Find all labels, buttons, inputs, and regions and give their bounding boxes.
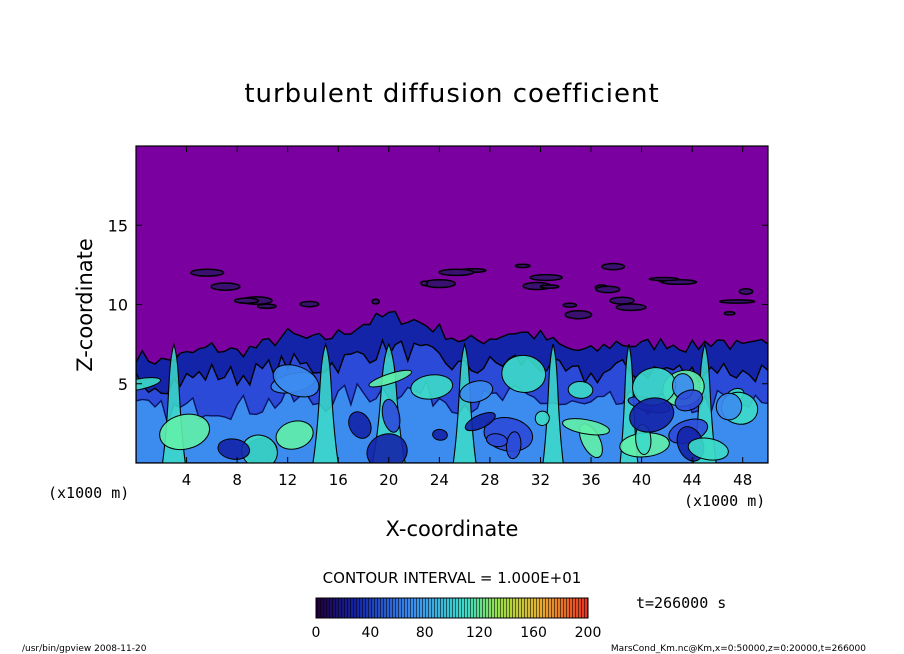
footer-right: MarsCond_Km.nc@Km,x=0:50000,z=0:20000,t=…: [611, 644, 866, 654]
eddy: [275, 420, 314, 450]
contour-fragment: [738, 287, 754, 296]
time-label: t=266000 s: [636, 594, 726, 612]
colorbar-tick-label: 40: [361, 625, 379, 641]
x-tick-label: 24: [430, 471, 449, 489]
eddy: [381, 398, 401, 433]
eddy: [368, 369, 413, 388]
y-tick-label: 5: [118, 375, 128, 394]
x-axis: 4 8 12 16 20 24 28 32 36 40 44 48: [182, 146, 752, 489]
eddy: [217, 438, 251, 460]
y-axis: 5 10 15: [108, 216, 768, 394]
x-tick-label: 12: [278, 471, 297, 489]
x-unit-left: (x1000 m): [48, 484, 129, 502]
contour-fragment: [420, 280, 429, 287]
eddy: [562, 418, 610, 436]
contour-fragment: [529, 273, 563, 282]
colorbar: 0 40 80 120 160 200: [312, 597, 602, 641]
x-tick-label: 44: [683, 471, 702, 489]
contour-fragment: [648, 276, 680, 282]
eddy: [464, 412, 496, 432]
contour-fragment: [233, 297, 260, 305]
colorbar-tick-label: 80: [416, 625, 434, 641]
heatmap-field: [136, 262, 768, 463]
contour-fragment: [615, 303, 647, 312]
x-tick-label: 28: [480, 471, 499, 489]
x-tick-label: 4: [182, 471, 192, 489]
contour-fragment: [371, 298, 381, 305]
contour-fragment: [609, 296, 635, 305]
x-tick-label: 20: [379, 471, 398, 489]
colorbar-tick-label: 200: [575, 625, 602, 641]
chart-title: turbulent diffusion coefficient: [244, 79, 659, 109]
contour-fragment: [539, 284, 560, 289]
eddy: [629, 397, 675, 433]
eddy: [534, 410, 550, 426]
colorbar-frame: [315, 597, 589, 619]
eddy: [505, 431, 522, 460]
contour-fragment: [718, 299, 756, 304]
colorbar-stripes: [316, 598, 588, 618]
eddy: [432, 428, 448, 441]
eddy: [272, 364, 320, 398]
eddy: [136, 377, 161, 393]
contour-fragment: [564, 309, 593, 320]
eddy: [687, 437, 729, 461]
x-tick-label: 36: [581, 471, 600, 489]
contour-fragment: [595, 285, 621, 294]
contour-fragment: [562, 302, 578, 308]
footer-left: /usr/bin/gpview 2008-11-20: [22, 644, 147, 654]
contour-fragment: [514, 263, 531, 269]
y-tick-label: 10: [108, 296, 128, 315]
plot-area: [136, 146, 768, 463]
contour-fragment: [210, 282, 241, 291]
eddy: [485, 433, 508, 448]
eddy: [567, 380, 594, 399]
eddy: [410, 374, 454, 400]
x-tick-label: 8: [232, 471, 242, 489]
x-unit-right: (x1000 m): [684, 492, 765, 510]
contour-fragment: [190, 268, 225, 277]
contour-fragment: [438, 268, 475, 277]
eddy: [501, 354, 547, 393]
contour-fragment: [299, 300, 320, 308]
x-tick-label: 40: [632, 471, 651, 489]
x-tick-label: 32: [531, 471, 550, 489]
eddy: [348, 411, 372, 439]
eddy: [674, 389, 703, 412]
eddy: [366, 433, 408, 463]
contour-fragment: [256, 303, 277, 309]
x-tick-label: 48: [733, 471, 752, 489]
eddy: [715, 392, 743, 421]
plume: [312, 342, 339, 463]
contour-fragment: [601, 262, 626, 271]
contour-interval: CONTOUR INTERVAL = 1.000E+01: [323, 569, 582, 587]
colorbar-tick-label: 120: [466, 625, 493, 641]
x-tick-label: 16: [329, 471, 348, 489]
colorbar-tick-label: 160: [520, 625, 547, 641]
contour-fragment: [723, 310, 736, 316]
colorbar-tick-label: 0: [312, 625, 321, 641]
x-axis-label: X-coordinate: [386, 517, 519, 541]
eddy: [459, 380, 494, 403]
y-axis-label: Z-coordinate: [73, 238, 97, 372]
y-tick-label: 15: [108, 216, 128, 235]
eddy: [159, 413, 211, 451]
